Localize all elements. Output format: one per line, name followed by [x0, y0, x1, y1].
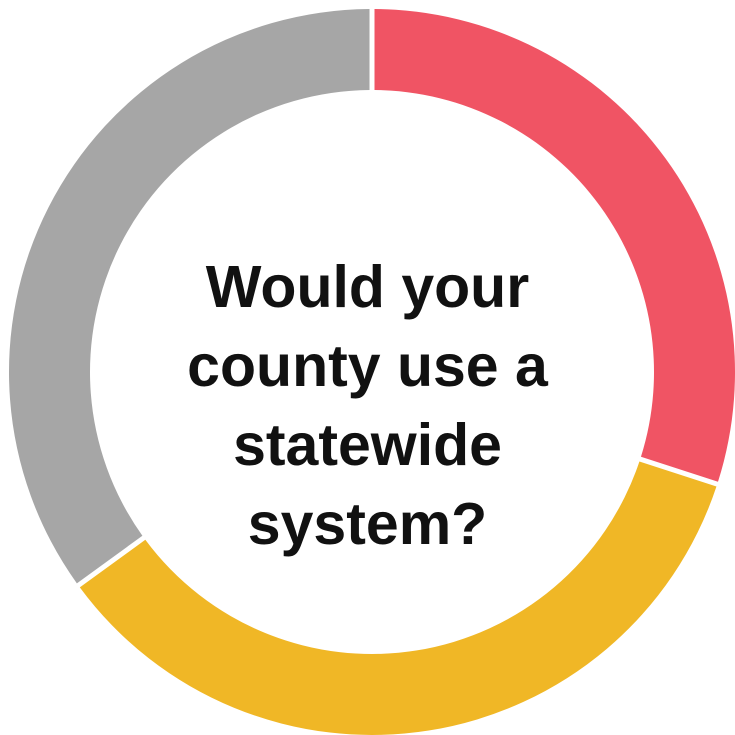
chart-title-line: statewide	[233, 412, 502, 478]
donut-slice-2	[79, 461, 717, 735]
chart-title-line: system?	[247, 491, 488, 557]
chart-title-line: Would your	[205, 254, 530, 320]
chart-title-line: county use a	[187, 333, 548, 399]
chart-title: Would your county use a statewide system…	[167, 248, 568, 564]
donut-slices	[8, 9, 735, 735]
donut-slice-1	[374, 9, 735, 482]
donut-slice-3	[8, 9, 370, 584]
